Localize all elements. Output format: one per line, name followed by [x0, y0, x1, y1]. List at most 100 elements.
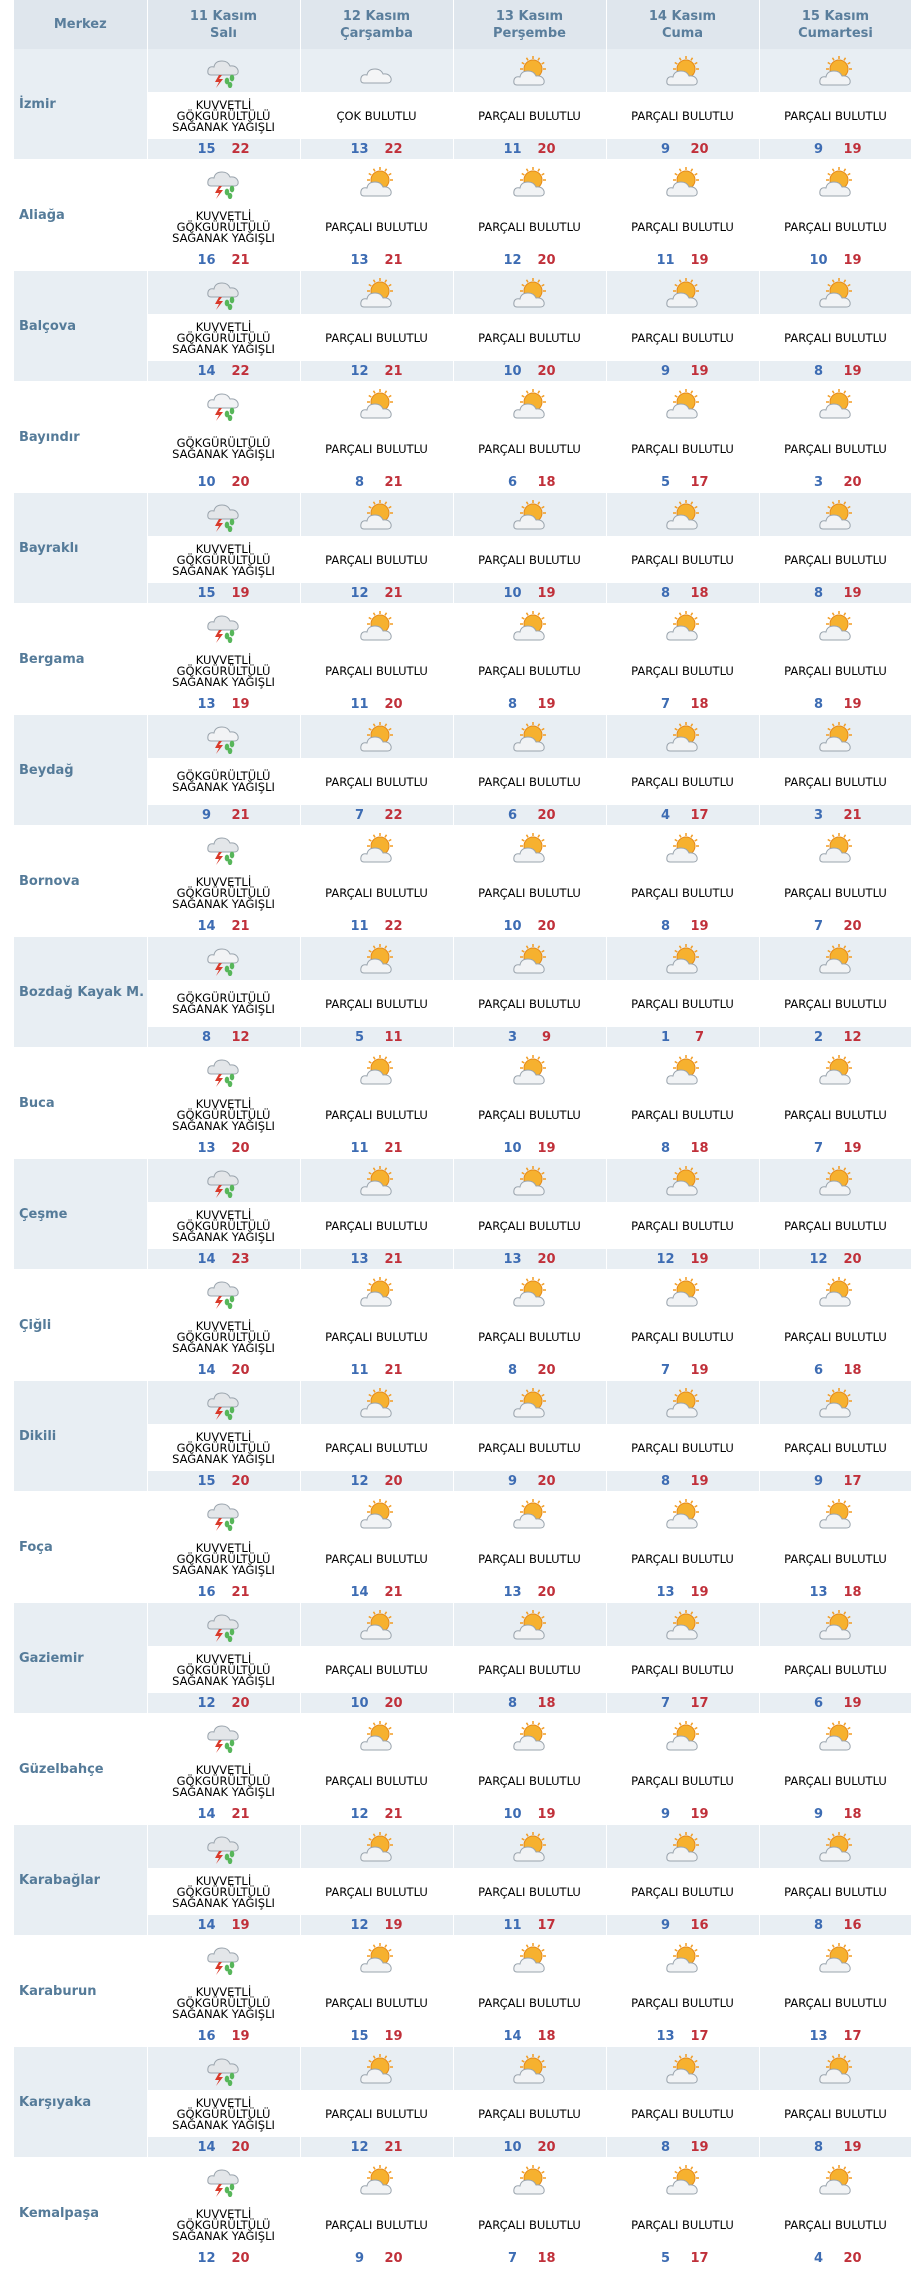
- description-line: PARÇALI BULUTLU: [607, 1221, 759, 1232]
- description-line: SAĞANAK YAĞIŞLI: [148, 233, 300, 244]
- description-line: PARÇALI BULUTLU: [454, 1887, 606, 1898]
- forecast-description: PARÇALI BULUTLU: [759, 1203, 911, 1250]
- forecast-description: PARÇALI BULUTLU: [606, 1980, 759, 2027]
- location-name[interactable]: Bozdağ Kayak M.: [14, 937, 147, 1048]
- location-name[interactable]: Foça: [14, 1492, 147, 1603]
- partly-cloudy-icon: [817, 498, 855, 532]
- min-temperature: 3: [496, 1030, 530, 1045]
- max-temperature: 17: [836, 1474, 870, 1489]
- forecast-description: PARÇALI BULUTLU: [606, 2202, 759, 2249]
- description-line: SAĞANAK YAĞIŞLI: [148, 2231, 300, 2242]
- min-temperature: 13: [496, 1585, 530, 1600]
- location-icon-row: Buca: [14, 1048, 911, 1092]
- location-name[interactable]: Çiğli: [14, 1270, 147, 1381]
- min-temperature: 12: [190, 1696, 224, 1711]
- location-name[interactable]: Buca: [14, 1048, 147, 1159]
- location-name[interactable]: Bayındır: [14, 382, 147, 493]
- forecast-description: PARÇALI BULUTLU: [453, 1536, 606, 1583]
- max-temperature: 22: [377, 919, 411, 934]
- partly-cloudy-icon: [817, 1053, 855, 1087]
- location-name[interactable]: Karşıyaka: [14, 2047, 147, 2158]
- forecast-description: PARÇALI BULUTLU: [453, 648, 606, 695]
- forecast-description: PARÇALI BULUTLU: [453, 537, 606, 584]
- min-temperature: 7: [343, 808, 377, 823]
- thunderstorm-icon: [205, 609, 243, 643]
- partly-cloudy-icon: [511, 1386, 549, 1420]
- min-temperature: 12: [343, 1474, 377, 1489]
- location-name[interactable]: Balçova: [14, 271, 147, 382]
- description-line: PARÇALI BULUTLU: [760, 1665, 911, 1676]
- forecast-icon-cell: [606, 2158, 759, 2202]
- description-line: PARÇALI BULUTLU: [454, 1110, 606, 1121]
- location-name[interactable]: Beydağ: [14, 715, 147, 826]
- location-name[interactable]: Karabağlar: [14, 1825, 147, 1936]
- forecast-description: PARÇALI BULUTLU: [300, 870, 453, 917]
- max-temperature: 21: [377, 1252, 411, 1267]
- location-name[interactable]: Bornova: [14, 826, 147, 937]
- thunderstorm-icon: [205, 1719, 243, 1753]
- forecast-description: PARÇALI BULUTLU: [300, 1869, 453, 1916]
- forecast-icon-cell: [300, 1159, 453, 1203]
- location-name[interactable]: Karaburun: [14, 1936, 147, 2047]
- forecast-description: PARÇALI BULUTLU: [453, 759, 606, 806]
- description-line: PARÇALI BULUTLU: [607, 2220, 759, 2231]
- forecast-icon-cell: [759, 1048, 911, 1092]
- location-name[interactable]: Çeşme: [14, 1159, 147, 1270]
- description-line: PARÇALI BULUTLU: [760, 444, 911, 455]
- max-temperature: 18: [683, 1141, 717, 1156]
- min-temperature: 10: [343, 1696, 377, 1711]
- location-name[interactable]: Kemalpaşa: [14, 2158, 147, 2269]
- location-name[interactable]: Bergama: [14, 604, 147, 715]
- forecast-description: PARÇALI BULUTLU: [300, 1647, 453, 1694]
- location-name[interactable]: Güzelbahçe: [14, 1714, 147, 1825]
- partly-cloudy-icon: [817, 2163, 855, 2197]
- forecast-description: ÇOK BULUTLU: [300, 93, 453, 140]
- location-name[interactable]: Gaziemir: [14, 1603, 147, 1714]
- forecast-icon-cell: [759, 1492, 911, 1536]
- forecast-icon-cell: [147, 1159, 300, 1203]
- max-temperature: 22: [224, 142, 258, 157]
- thunderstorm-icon: [205, 2163, 243, 2197]
- location-name[interactable]: Bayraklı: [14, 493, 147, 604]
- partly-cloudy-icon: [358, 498, 396, 532]
- location-name[interactable]: Aliağa: [14, 160, 147, 271]
- partly-cloudy-icon: [664, 1275, 702, 1309]
- location-icon-row: Kemalpaşa: [14, 2158, 911, 2202]
- max-temperature: 21: [377, 253, 411, 268]
- location-name[interactable]: İzmir: [14, 49, 147, 160]
- min-temperature: 14: [190, 364, 224, 379]
- forecast-icon-cell: [147, 715, 300, 759]
- max-temperature: 20: [683, 142, 717, 157]
- min-temperature: 4: [649, 808, 683, 823]
- forecast-icon-cell: [147, 1714, 300, 1758]
- description-line: SAĞANAK YAĞIŞLI: [148, 2009, 300, 2020]
- partly-cloudy-icon: [664, 1830, 702, 1864]
- forecast-description: PARÇALI BULUTLU: [606, 426, 759, 473]
- forecast-description: PARÇALI BULUTLU: [606, 1092, 759, 1139]
- forecast-description: PARÇALI BULUTLU: [300, 1092, 453, 1139]
- max-temperature: 20: [224, 2140, 258, 2155]
- location-name[interactable]: Dikili: [14, 1381, 147, 1492]
